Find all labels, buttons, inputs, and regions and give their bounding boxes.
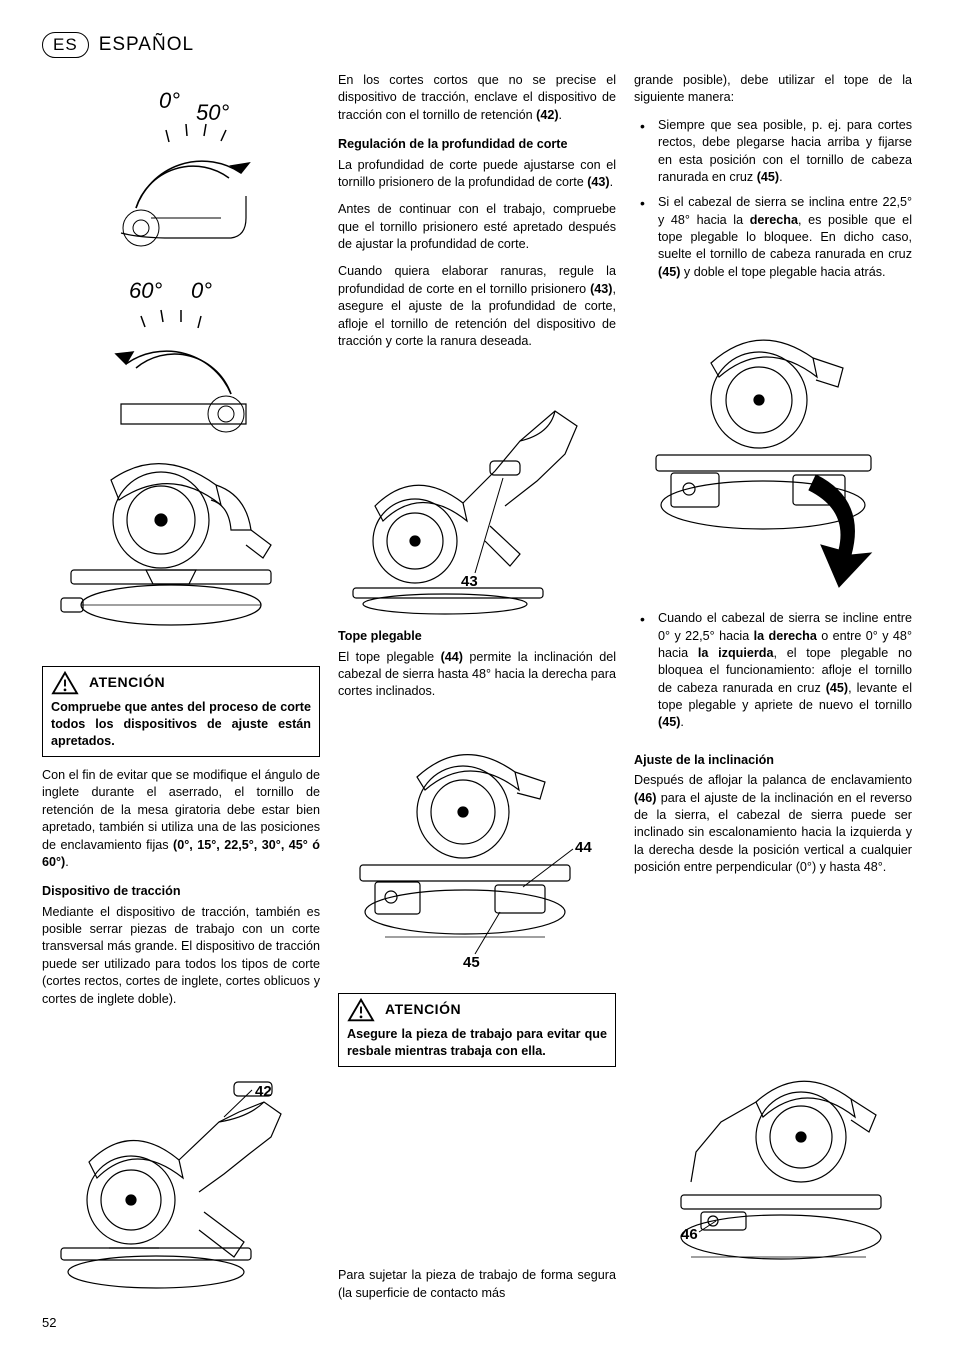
warning-box-2: ATENCIÓN Asegure la pieza de trabajo par…	[338, 993, 616, 1067]
column-2: En los cortes cortos que no se precise e…	[338, 72, 616, 1302]
column-3: grande posible), debe utilizar el tope d…	[634, 72, 912, 1302]
col2-p6: Para sujetar la pieza de trabajo de form…	[338, 1267, 616, 1302]
col3-p1: grande posible), debe utilizar el tope d…	[634, 72, 912, 107]
warning-icon	[51, 671, 79, 695]
page-number: 52	[42, 1315, 56, 1330]
callout-45: 45	[463, 954, 480, 971]
bullet-3: Cuando el cabezal de sierra se incline e…	[634, 610, 912, 732]
figure-46: 46	[634, 1067, 912, 1292]
column-1: 0° 50° 60°	[42, 72, 320, 1302]
figure-saw-overview	[42, 450, 320, 650]
figure-43: 43	[338, 366, 616, 616]
figure-42: 42	[42, 1062, 320, 1292]
gauge-label-0: 0°	[159, 88, 180, 113]
page-header: ES ESPAÑOL	[42, 32, 912, 58]
callout-44: 44	[575, 839, 592, 856]
bullet-1: Siempre que sea posible, p. ej. para cor…	[634, 117, 912, 187]
col2-p3: Antes de continuar con el trabajo, compr…	[338, 201, 616, 253]
col2-h1: Regulación de la profundidad de corte	[338, 136, 616, 153]
figure-44-45: 44 45	[338, 717, 616, 977]
col1-h1: Dispositivo de tracción	[42, 883, 320, 900]
col2-p1: En los cortes cortos que no se precise e…	[338, 72, 616, 124]
language-title: ESPAÑOL	[99, 34, 194, 56]
col2-p5: El tope plegable (44) permite la inclina…	[338, 649, 616, 701]
callout-42: 42	[255, 1083, 272, 1100]
warning-box-1: ATENCIÓN Compruebe que antes del proceso…	[42, 666, 320, 757]
warning-title: ATENCIÓN	[89, 673, 165, 692]
col2-p2: La profundidad de corte puede ajustarse …	[338, 157, 616, 192]
content-columns: 0° 50° 60°	[42, 72, 912, 1302]
col2-p4: Cuando quiera elaborar ranuras, regule l…	[338, 263, 616, 350]
bullet-list-2: Cuando el cabezal de sierra se incline e…	[634, 610, 912, 740]
callout-46: 46	[681, 1226, 698, 1243]
figure-gauge-top: 0° 50°	[42, 78, 320, 248]
warning-text-1: Compruebe que antes del proceso de corte…	[51, 699, 311, 750]
bullet-list-1: Siempre que sea posible, p. ej. para cor…	[634, 117, 912, 289]
figure-gauge-bottom: 60° 0°	[42, 264, 320, 434]
col3-p2: Después de aflojar la palanca de enclava…	[634, 772, 912, 876]
callout-43: 43	[461, 573, 478, 590]
col1-p1: Con el fin de evitar que se modifique el…	[42, 767, 320, 871]
gauge2-label-60: 60°	[129, 278, 162, 303]
language-badge: ES	[42, 32, 89, 58]
warning-text-2: Asegure la pieza de trabajo para evitar …	[347, 1026, 607, 1060]
col1-p2: Mediante el dispositivo de tracción, tam…	[42, 904, 320, 1008]
col3-h1: Ajuste de la inclinación	[634, 752, 912, 769]
warning-icon	[347, 998, 375, 1022]
warning-title-2: ATENCIÓN	[385, 1000, 461, 1019]
bullet-2: Si el cabezal de sierra se inclina entre…	[634, 194, 912, 281]
col2-h2: Tope plegable	[338, 628, 616, 645]
figure-fold-arrow	[634, 305, 912, 600]
gauge-label-50: 50°	[196, 100, 229, 125]
gauge2-label-0: 0°	[191, 278, 212, 303]
